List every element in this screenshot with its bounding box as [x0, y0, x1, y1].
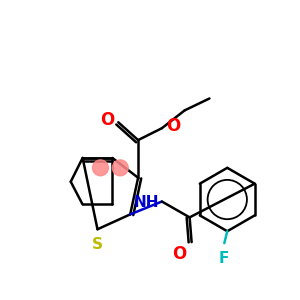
- Text: NH: NH: [134, 195, 159, 210]
- Text: O: O: [166, 117, 180, 135]
- Circle shape: [92, 160, 108, 176]
- Circle shape: [112, 160, 128, 176]
- Text: O: O: [100, 111, 114, 129]
- Text: S: S: [92, 237, 103, 252]
- Text: F: F: [219, 251, 230, 266]
- Text: O: O: [172, 245, 187, 263]
